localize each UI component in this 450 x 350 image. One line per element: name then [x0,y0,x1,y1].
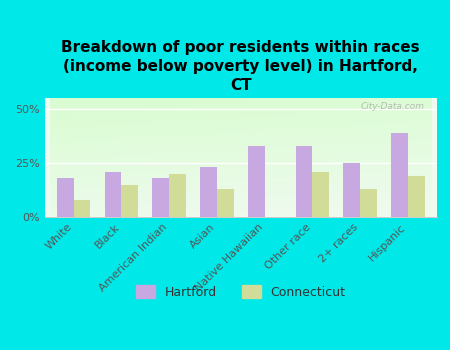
Bar [169,174,186,217]
Title: Breakdown of poor residents within races
(income below poverty level) in Hartfor: Breakdown of poor residents within races… [62,41,420,93]
Bar [105,172,122,217]
Bar [200,167,217,217]
Bar [312,172,329,217]
Legend: Hartford, Connecticut: Hartford, Connecticut [131,280,351,304]
Bar [296,146,312,217]
Bar [122,184,138,217]
Bar [153,178,169,217]
Bar [57,178,74,217]
Bar [343,163,360,217]
Bar [248,146,265,217]
Bar [217,189,234,217]
Bar [74,200,90,217]
Bar [408,176,424,217]
Bar [360,189,377,217]
Text: City-Data.com: City-Data.com [361,102,425,111]
Bar [391,133,408,217]
